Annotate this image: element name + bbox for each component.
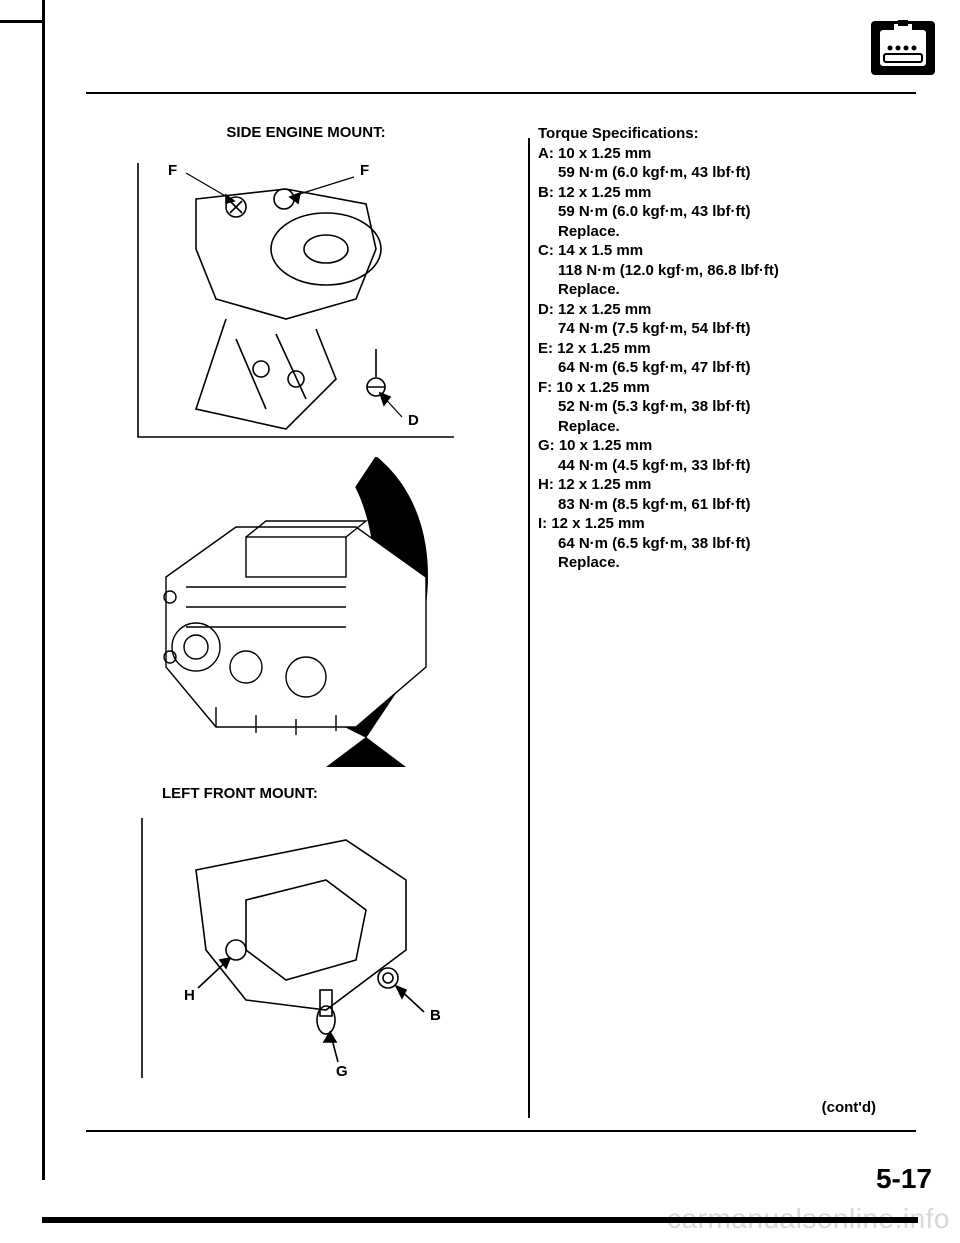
left-front-mount-figure: H B G xyxy=(126,810,486,1090)
spec-value-line: 64 N·m (6.5 kgf·m, 47 lbf·ft) xyxy=(558,358,876,378)
callout-b: B xyxy=(430,1007,441,1024)
callout-d: D xyxy=(408,412,419,429)
callout-g: G xyxy=(336,1063,348,1080)
callout-f-left: F xyxy=(168,162,177,179)
page-number: 5-17 xyxy=(876,1163,932,1195)
figures-column: SIDE ENGINE MOUNT: xyxy=(126,124,486,1130)
spec-value-line: 52 N·m (5.3 kgf·m, 38 lbf·ft) xyxy=(558,397,876,417)
spec-value-line: 44 N·m (4.5 kgf·m, 33 lbf·ft) xyxy=(558,456,876,476)
column-divider xyxy=(528,138,530,1118)
spec-size-line: G: 10 x 1.25 mm xyxy=(538,436,876,456)
spec-note-line: Replace. xyxy=(558,222,876,242)
contd-label: (cont'd) xyxy=(822,1099,876,1116)
spec-size-line: H: 12 x 1.25 mm xyxy=(538,475,876,495)
spec-note-line: Replace. xyxy=(558,280,876,300)
spec-size-line: D: 12 x 1.25 mm xyxy=(538,300,876,320)
spec-value-line: 83 N·m (8.5 kgf·m, 61 lbf·ft) xyxy=(558,495,876,515)
spec-value-line: 74 N·m (7.5 kgf·m, 54 lbf·ft) xyxy=(558,319,876,339)
spec-size-line: A: 10 x 1.25 mm xyxy=(538,144,876,164)
left-front-mount-title: LEFT FRONT MOUNT: xyxy=(126,785,486,802)
spec-note-line: Replace. xyxy=(558,417,876,437)
torque-specs: Torque Specifications: A: 10 x 1.25 mm59… xyxy=(516,124,876,1130)
engine-figure xyxy=(126,457,486,777)
side-mount-figure: F F D xyxy=(126,149,486,449)
spec-value-line: 59 N·m (6.0 kgf·m, 43 lbf·ft) xyxy=(558,202,876,222)
callout-f-right: F xyxy=(360,162,369,179)
spec-value-line: 64 N·m (6.5 kgf·m, 38 lbf·ft) xyxy=(558,534,876,554)
spec-note-line: Replace. xyxy=(558,553,876,573)
callout-h: H xyxy=(184,987,195,1004)
spec-size-line: I: 12 x 1.25 mm xyxy=(538,514,876,534)
engine-icon xyxy=(870,20,936,76)
bottom-rule xyxy=(42,1217,918,1223)
content-frame: SIDE ENGINE MOUNT: xyxy=(86,92,916,1132)
spec-size-line: F: 10 x 1.25 mm xyxy=(538,378,876,398)
spec-size-line: B: 12 x 1.25 mm xyxy=(538,183,876,203)
top-margin-tick xyxy=(0,20,42,23)
spec-value-line: 118 N·m (12.0 kgf·m, 86.8 lbf·ft) xyxy=(558,261,876,281)
torque-spec-list: A: 10 x 1.25 mm59 N·m (6.0 kgf·m, 43 lbf… xyxy=(538,144,876,573)
torque-heading: Torque Specifications: xyxy=(538,124,876,144)
spec-size-line: C: 14 x 1.5 mm xyxy=(538,241,876,261)
spec-size-line: E: 12 x 1.25 mm xyxy=(538,339,876,359)
spec-value-line: 59 N·m (6.0 kgf·m, 43 lbf·ft) xyxy=(558,163,876,183)
side-mount-title: SIDE ENGINE MOUNT: xyxy=(126,124,486,141)
